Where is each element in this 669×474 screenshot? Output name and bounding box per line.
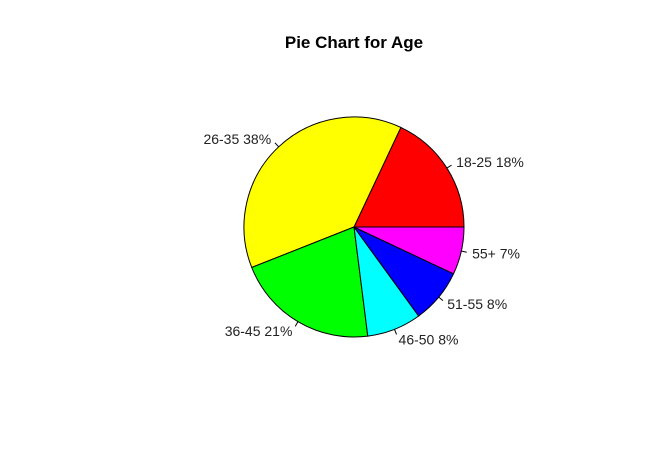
slice-label: 26-35 38% <box>203 131 271 147</box>
label-tick <box>446 164 452 169</box>
slice-label: 51-55 8% <box>447 296 507 312</box>
label-tick <box>294 321 299 327</box>
label-tick <box>394 329 397 335</box>
slice-label: 55+ 7% <box>472 245 520 261</box>
slice-label: 46-50 8% <box>399 332 459 348</box>
label-tick <box>461 250 467 253</box>
label-tick <box>274 142 280 148</box>
chart-title: Pie Chart for Age <box>285 33 423 52</box>
pie-slice-26-35 <box>243 116 402 269</box>
pie-labels: 18-25 18% 26-35 38% 36-45 21% 46-50 8% 51-55… <box>203 131 523 348</box>
pie-slice-18-25 <box>353 126 465 228</box>
slice-label: 18-25 18% <box>456 154 524 170</box>
label-tick <box>438 296 444 302</box>
pie-slices <box>243 116 465 338</box>
pie-slice-36-45 <box>251 226 369 338</box>
slice-label: 36-45 21% <box>225 323 293 339</box>
